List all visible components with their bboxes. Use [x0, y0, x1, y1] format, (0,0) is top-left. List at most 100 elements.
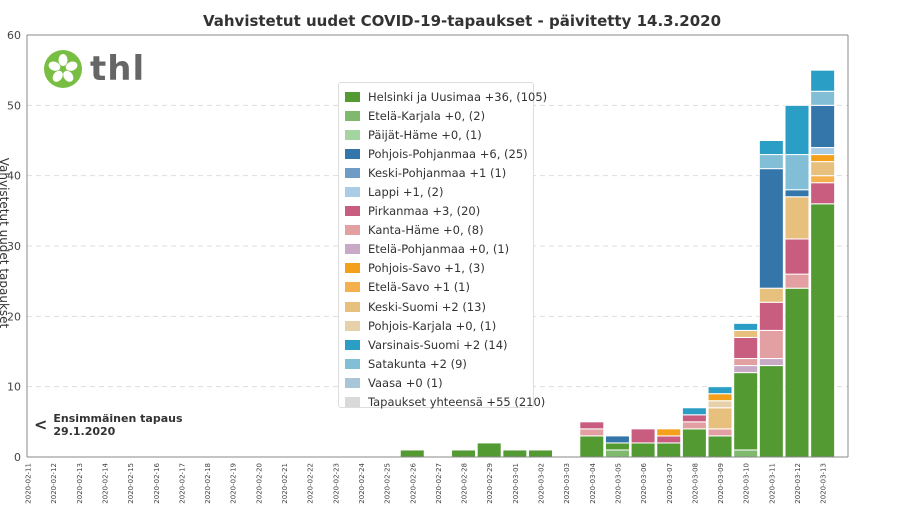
bar-segment — [810, 161, 836, 177]
legend-item: Satakunta +2 (9) — [345, 354, 533, 373]
x-tick-label: 2020-03-01 — [512, 463, 520, 504]
legend-label: Pirkanmaa +3, (20) — [368, 204, 481, 219]
legend-swatch — [345, 91, 360, 102]
legend-swatch — [345, 148, 360, 159]
x-tick-label: 2020-03-11 — [768, 463, 776, 504]
y-tick-label: 10 — [7, 381, 21, 394]
x-tick-label: 2020-02-29 — [486, 463, 494, 504]
legend-label: Lappi +1, (2) — [368, 185, 444, 200]
x-tick-label: 2020-02-22 — [307, 463, 315, 504]
bar-segment — [758, 168, 784, 289]
legend-swatch — [345, 263, 360, 274]
bar-segment — [784, 287, 810, 458]
bar-segment — [733, 365, 759, 374]
legend-swatch — [345, 187, 360, 198]
x-tick-label: 2020-03-02 — [538, 463, 546, 504]
legend-label: Etelä-Pohjanmaa +0, (1) — [368, 242, 510, 257]
x-tick-label: 2020-03-03 — [563, 463, 571, 504]
legend-item: Etelä-Savo +1 (1) — [345, 278, 533, 297]
legend-item: Keski-Pohjanmaa +1 (1) — [345, 163, 533, 182]
bar-segment — [630, 428, 656, 444]
chart-title: Vahvistetut uudet COVID-19-tapaukset - p… — [202, 12, 722, 30]
x-tick-label: 2020-02-12 — [50, 463, 58, 504]
bar-segment — [681, 414, 707, 423]
legend-swatch — [345, 110, 360, 121]
bar-segment — [681, 421, 707, 430]
x-tick-label: 2020-02-13 — [76, 463, 84, 504]
legend-label: Vaasa +0 (1) — [368, 375, 443, 390]
legend-item: Varsinais-Suomi +2 (14) — [345, 335, 533, 354]
legend-item: Lappi +1, (2) — [345, 182, 533, 201]
bar-segment — [758, 140, 784, 156]
bar-segment — [758, 365, 784, 458]
bar-segment — [810, 203, 836, 458]
bar-segment — [502, 449, 528, 458]
bar-segment — [810, 104, 836, 149]
legend-swatch — [345, 397, 360, 408]
legend-item: Kanta-Häme +0, (8) — [345, 221, 533, 240]
legend-swatch — [345, 206, 360, 217]
bar-segment — [733, 336, 759, 360]
bar-segment — [399, 449, 425, 458]
legend-item: Pohjois-Savo +1, (3) — [345, 259, 533, 278]
legend-swatch — [345, 129, 360, 140]
legend-item: Päijät-Häme +0, (1) — [345, 125, 533, 144]
x-tick-label: 2020-03-04 — [589, 462, 597, 503]
legend-item: Vaasa +0 (1) — [345, 373, 533, 392]
legend-item: Tapaukset yhteensä +55 (210) — [345, 393, 545, 412]
bar-segment — [733, 329, 759, 338]
legend-swatch — [345, 225, 360, 236]
bar-segment — [810, 69, 836, 92]
y-tick-label: 50 — [7, 99, 21, 112]
annotation-line2: 29.1.2020 — [53, 425, 116, 438]
legend-label: Pohjois-Pohjanmaa +6, (25) — [368, 146, 528, 161]
y-tick-label: 60 — [7, 29, 21, 42]
legend-item: Pohjois-Pohjanmaa +6, (25) — [345, 144, 533, 163]
bar-segment — [758, 301, 784, 331]
flower-icon — [44, 50, 82, 88]
legend-item: Pohjois-Karjala +0, (1) — [345, 316, 533, 335]
legend-label: Keski-Suomi +2 (13) — [368, 299, 486, 314]
bar-segment — [758, 287, 784, 303]
bar-segment — [707, 435, 733, 458]
x-tick-label: 2020-02-18 — [204, 463, 212, 504]
bar-segment — [784, 273, 810, 289]
bar-segment — [810, 154, 836, 163]
bar-segment — [707, 400, 733, 409]
legend-label: Tapaukset yhteensä +55 (210) — [368, 395, 546, 410]
x-tick-label: 2020-03-07 — [666, 463, 674, 504]
bar-segment — [707, 428, 733, 437]
legend-item: Etelä-Karjala +0, (2) — [345, 106, 533, 125]
x-tick-label: 2020-03-05 — [614, 463, 622, 504]
bar-segment — [758, 154, 784, 170]
x-tick-label: 2020-02-25 — [384, 463, 392, 504]
legend-item: Etelä-Pohjanmaa +0, (1) — [345, 240, 533, 259]
bar-segment — [579, 421, 605, 430]
x-tick-label: 2020-02-20 — [255, 463, 263, 504]
x-tick-label: 2020-02-14 — [101, 462, 109, 503]
legend-label: Satakunta +2 (9) — [368, 356, 467, 371]
annotation-line1: Ensimmäinen tapaus — [53, 412, 183, 425]
y-tick-label: 0 — [14, 451, 21, 464]
x-tick-label: 2020-03-12 — [794, 463, 802, 504]
legend-label: Etelä-Savo +1 (1) — [368, 280, 470, 295]
bar-segment — [707, 386, 733, 395]
bar-segment — [784, 196, 810, 240]
bar-segment — [681, 428, 707, 458]
x-tick-label: 2020-02-23 — [332, 463, 340, 504]
bar-segment — [451, 449, 477, 458]
legend-swatch — [345, 320, 360, 331]
legend-label: Pohjois-Savo +1, (3) — [368, 261, 485, 276]
legend-label: Helsinki ja Uusimaa +36, (105) — [368, 89, 548, 104]
x-tick-label: 2020-02-11 — [25, 463, 33, 504]
legend-item: Pirkanmaa +3, (20) — [345, 202, 533, 221]
legend-swatch — [345, 301, 360, 312]
bar-segment — [656, 428, 682, 437]
legend-label: Varsinais-Suomi +2 (14) — [368, 337, 508, 352]
legend-label: Kanta-Häme +0, (8) — [368, 223, 484, 238]
x-tick-label: 2020-02-26 — [409, 462, 417, 503]
x-tick-label: 2020-02-17 — [178, 463, 186, 504]
legend: Helsinki ja Uusimaa +36, (105) Etelä-Karj… — [338, 82, 547, 409]
